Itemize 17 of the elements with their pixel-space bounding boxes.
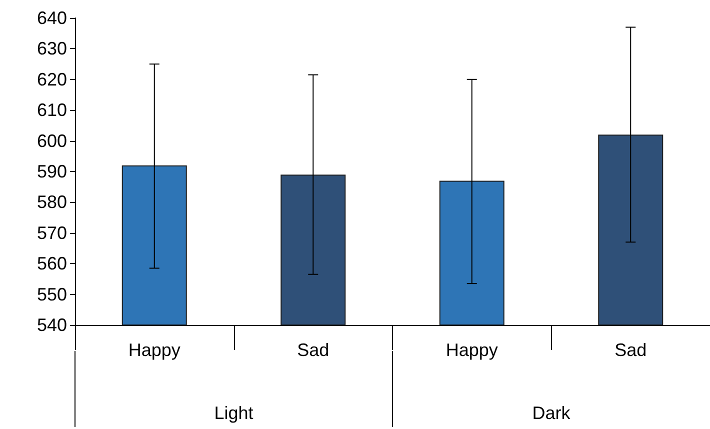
y-tick-label: 580	[36, 192, 67, 212]
y-tick-label: 640	[36, 8, 67, 28]
text: Light	[214, 403, 254, 423]
y-tick-label: 560	[36, 254, 67, 274]
y-tick-label: 600	[36, 130, 67, 151]
y-tick-label: 540	[36, 315, 67, 335]
y-tick-label: 570	[36, 222, 67, 243]
y-tick-label: 620	[36, 69, 67, 90]
x-tick-label: Sad	[297, 340, 330, 360]
x-tick-label: Happy	[446, 340, 498, 360]
y-tick-label: 630	[36, 38, 67, 59]
y-tick-label: 550	[36, 284, 67, 304]
text: Dark	[532, 403, 572, 423]
y-tick-label: 590	[36, 162, 67, 182]
y-tick-label: 610	[36, 100, 67, 120]
x-tick-label: Happy	[128, 340, 180, 360]
x-tick-label: Sad	[614, 340, 647, 360]
